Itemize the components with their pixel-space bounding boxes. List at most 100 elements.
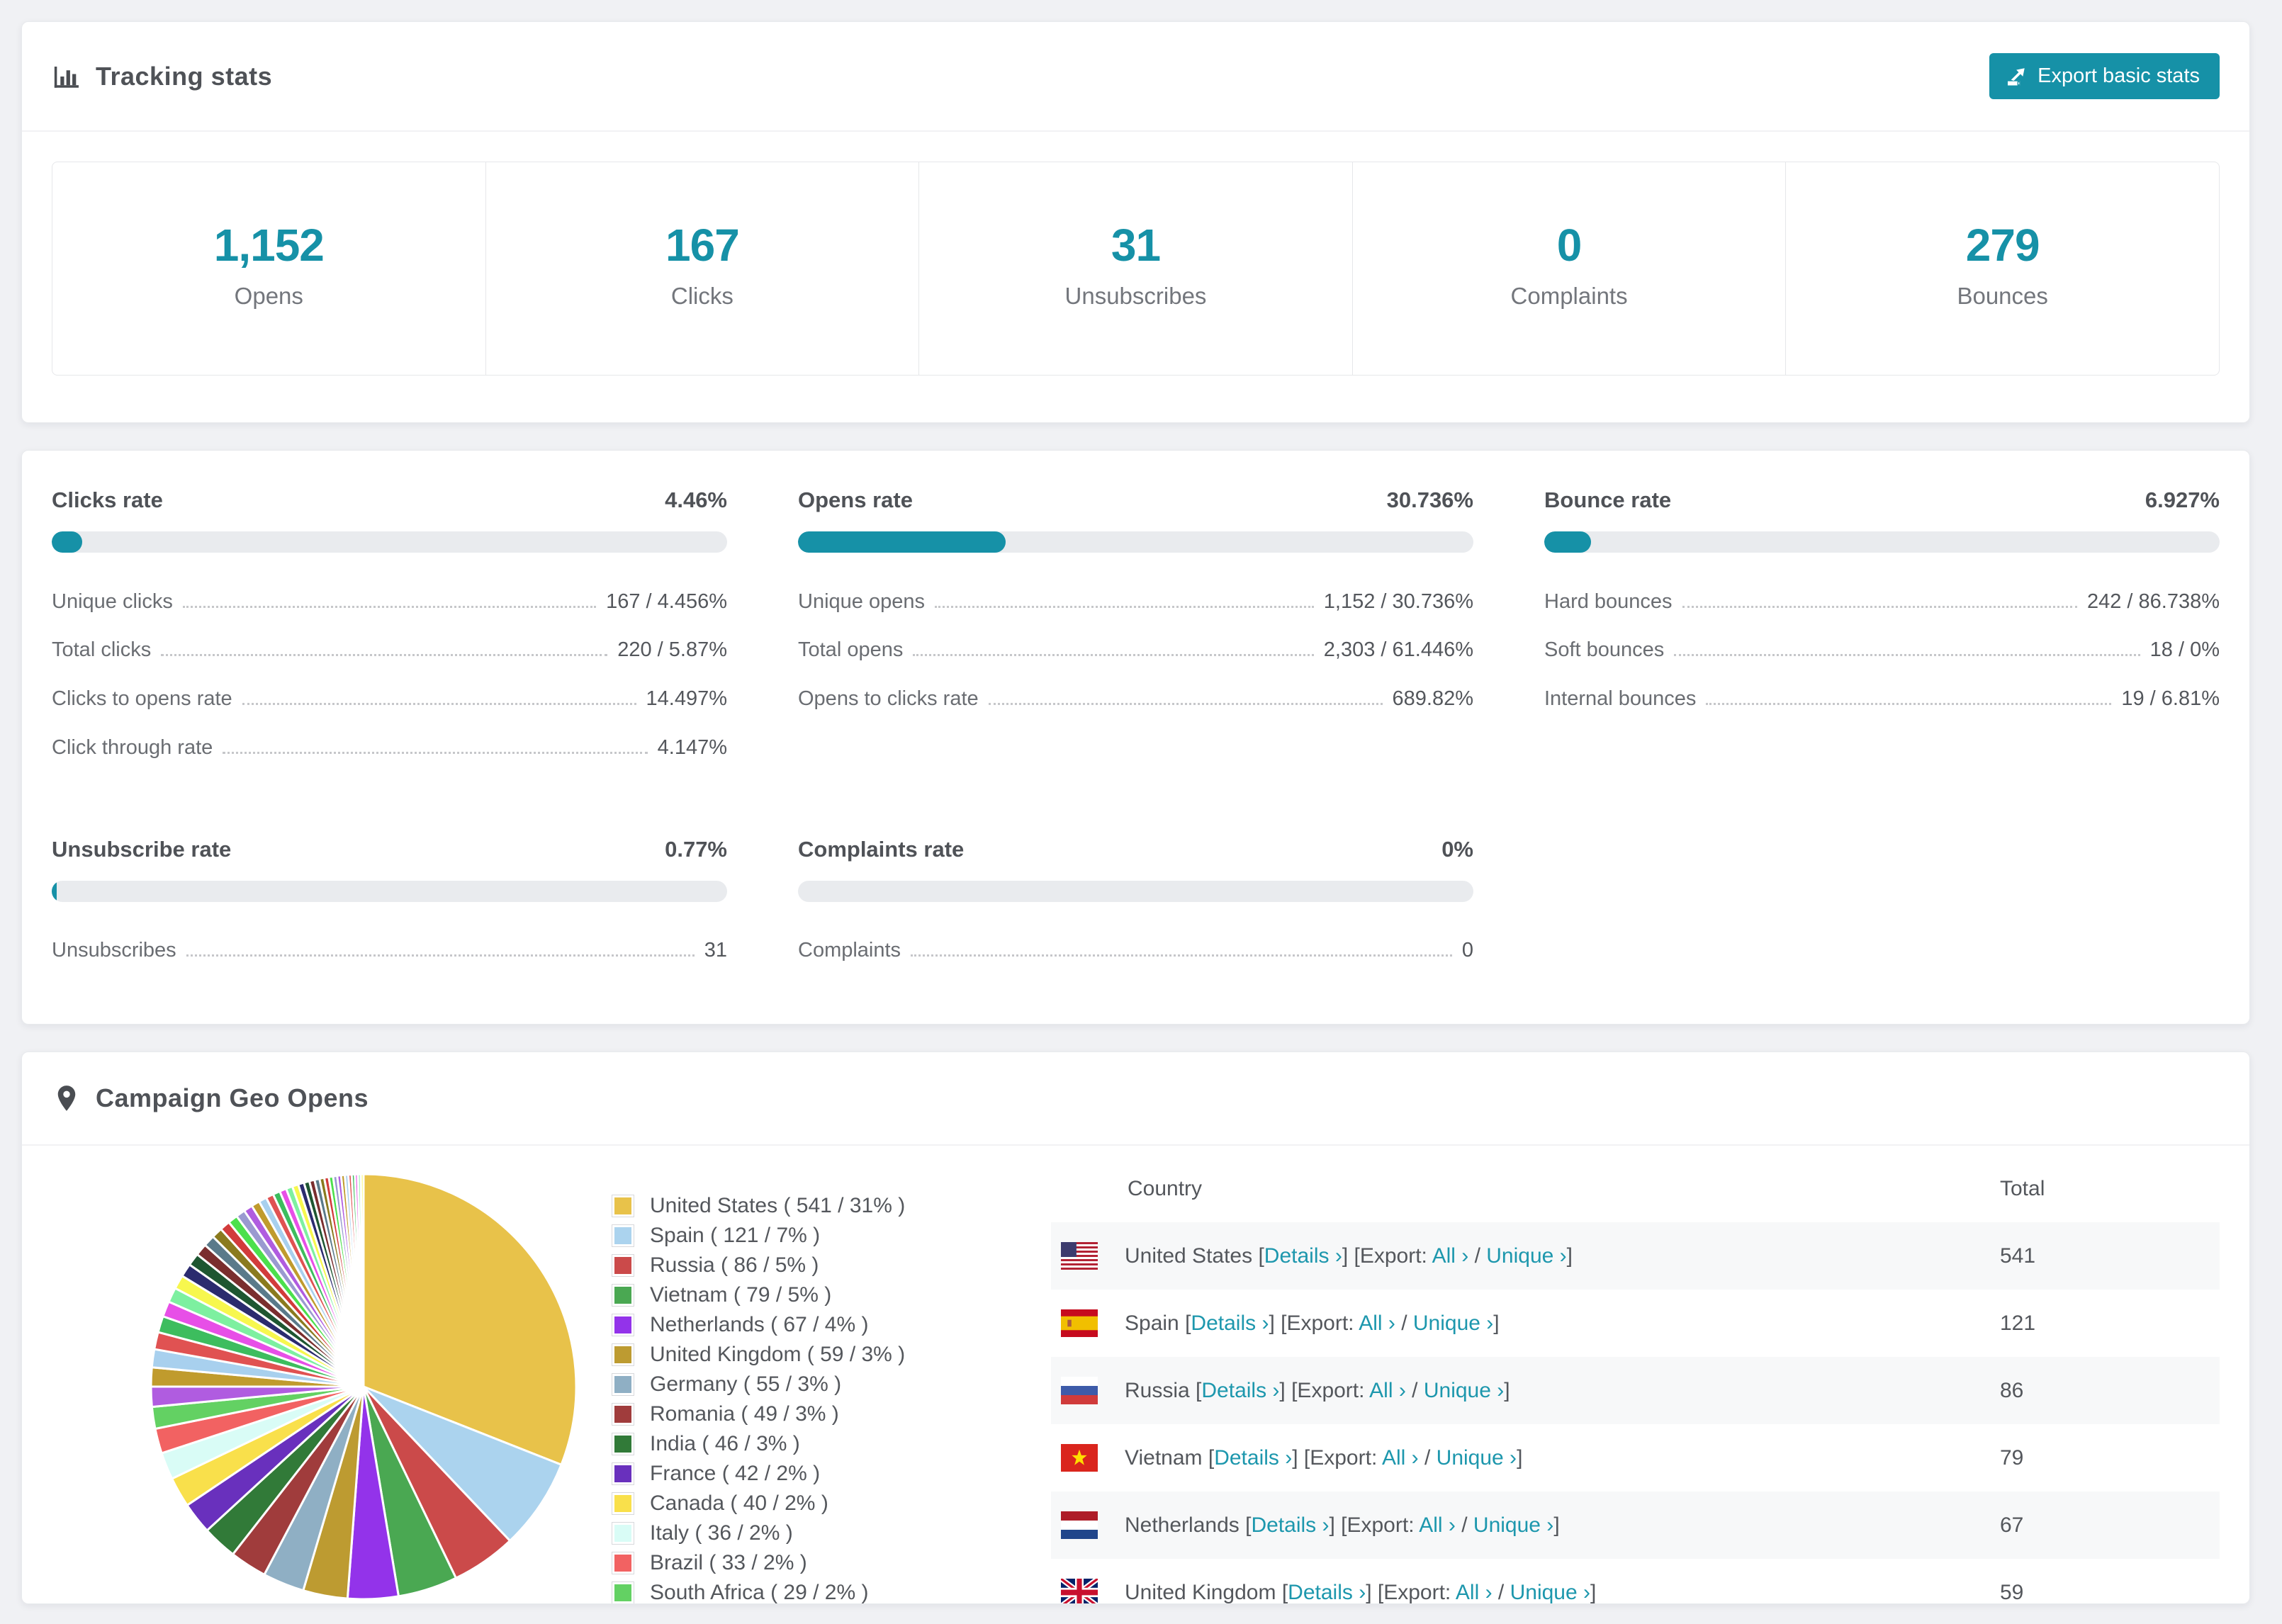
rate-value: 0.77% [665, 836, 727, 862]
legend-swatch [612, 1284, 634, 1307]
dotted-leader [223, 735, 648, 754]
legend-label: Netherlands ( 67 / 4% ) [650, 1313, 869, 1337]
details-link[interactable]: Details › [1264, 1244, 1342, 1268]
legend-swatch [612, 1581, 634, 1604]
rate-detail-label: Complaints [798, 939, 901, 962]
legend-label: Spain ( 121 / 7% ) [650, 1224, 821, 1248]
map-pin-icon [57, 1086, 76, 1112]
export-unique-link[interactable]: Unique › [1486, 1244, 1567, 1268]
legend-item: Germany ( 55 / 3% ) [612, 1370, 1044, 1399]
pie-legend: United States ( 541 / 31% ) Spain ( 121 … [612, 1191, 1044, 1604]
stat-value: 167 [665, 220, 740, 271]
legend-swatch [612, 1433, 634, 1456]
legend-label: France ( 42 / 2% ) [650, 1462, 821, 1486]
details-link[interactable]: Details › [1191, 1311, 1269, 1335]
stat-box: 0 Complaints [1353, 162, 1787, 375]
rate-block: Unsubscribe rate 0.77% Unsubscribes 31 [52, 837, 727, 975]
rate-block: Bounce rate 6.927% Hard bounces 242 / 86… [1544, 487, 2220, 772]
link-slash: / [1492, 1580, 1510, 1604]
details-link[interactable]: Details › [1288, 1580, 1366, 1604]
country-flag-icon [1061, 1444, 1098, 1472]
legend-item: India ( 46 / 3% ) [612, 1429, 1044, 1459]
details-link[interactable]: Details › [1251, 1513, 1330, 1537]
rate-title: Clicks rate [52, 487, 163, 512]
country-name: Spain [1125, 1311, 1179, 1335]
rate-value: 30.736% [1386, 487, 1473, 512]
legend-swatch [612, 1343, 634, 1367]
legend-swatch [612, 1552, 634, 1575]
export-all-link[interactable]: All › [1455, 1580, 1493, 1604]
link-slash: / [1395, 1311, 1413, 1335]
dotted-leader [1682, 589, 2077, 608]
rate-detail-value: 220 / 5.87% [617, 638, 727, 662]
geo-opens-pie-chart [150, 1173, 578, 1601]
rate-detail-value: 2,303 / 61.446% [1323, 638, 1473, 662]
country-total: 59 [2000, 1580, 2024, 1604]
export-all-link[interactable]: All › [1369, 1378, 1406, 1402]
rate-detail-label: Click through rate [52, 735, 213, 759]
stat-box: 31 Unsubscribes [919, 162, 1353, 375]
country-total: 79 [2000, 1445, 2024, 1470]
link-slash: / [1405, 1378, 1424, 1402]
legend-label: United States ( 541 / 31% ) [650, 1194, 906, 1218]
rate-detail-row: Unique opens 1,152 / 30.736% [798, 577, 1473, 626]
table-row: United Kingdom [Details ›] [Export: All … [1051, 1559, 2220, 1604]
legend-item: Russia ( 86 / 5% ) [612, 1251, 1044, 1280]
rate-detail-value: 4.147% [657, 735, 727, 759]
geo-opens-title: Campaign Geo Opens [96, 1083, 369, 1113]
export-unique-link[interactable]: Unique › [1423, 1378, 1505, 1402]
legend-label: India ( 46 / 3% ) [650, 1432, 800, 1456]
rate-block: Opens rate 30.736% Unique opens 1,152 / … [798, 487, 1473, 772]
export-basic-stats-button[interactable]: Export basic stats [1989, 53, 2220, 99]
dotted-leader [988, 686, 1383, 706]
legend-label: Romania ( 49 / 3% ) [650, 1402, 839, 1426]
legend-item: Canada ( 40 / 2% ) [612, 1489, 1044, 1518]
rate-detail-label: Unique opens [798, 590, 925, 613]
rate-detail-row: Hard bounces 242 / 86.738% [1544, 577, 2220, 626]
export-unique-link[interactable]: Unique › [1436, 1445, 1517, 1470]
column-header-country: Country [1128, 1177, 1203, 1201]
legend-item: Italy ( 36 / 2% ) [612, 1518, 1044, 1548]
legend-item: Brazil ( 33 / 2% ) [612, 1548, 1044, 1578]
rate-progress-bar [52, 880, 727, 902]
export-all-link[interactable]: All › [1432, 1244, 1469, 1268]
stat-value: 1,152 [213, 220, 325, 271]
export-unique-link[interactable]: Unique › [1412, 1311, 1494, 1335]
rate-progress-bar [798, 880, 1473, 902]
rate-detail-value: 14.497% [646, 687, 728, 711]
legend-swatch [612, 1462, 634, 1486]
stat-value: 0 [1556, 220, 1583, 271]
legend-item: Romania ( 49 / 3% ) [612, 1399, 1044, 1429]
rates-grid: Clicks rate 4.46% Unique clicks 167 / 4.… [22, 451, 2249, 1024]
rate-detail-label: Total opens [798, 638, 904, 662]
details-link[interactable]: Details › [1214, 1445, 1293, 1470]
stat-value: 31 [1111, 220, 1161, 271]
stat-box: 279 Bounces [1786, 162, 2219, 375]
legend-item: France ( 42 / 2% ) [612, 1459, 1044, 1489]
export-all-link[interactable]: All › [1381, 1445, 1419, 1470]
stat-label: Unsubscribes [1064, 283, 1207, 309]
rate-detail-label: Hard bounces [1544, 590, 1673, 613]
export-all-link[interactable]: All › [1419, 1513, 1456, 1537]
country-total: 67 [2000, 1513, 2024, 1537]
rate-detail-row: Total opens 2,303 / 61.446% [798, 626, 1473, 675]
country-name: Netherlands [1125, 1513, 1240, 1537]
rate-detail-row: Opens to clicks rate 689.82% [798, 674, 1473, 723]
stat-value: 279 [1965, 220, 2040, 271]
rate-detail-value: 19 / 6.81% [2121, 687, 2220, 711]
legend-swatch [612, 1522, 634, 1545]
export-unique-link[interactable]: Unique › [1473, 1513, 1554, 1537]
legend-item: Vietnam ( 79 / 5% ) [612, 1280, 1044, 1310]
rate-value: 6.927% [2145, 487, 2220, 512]
details-link[interactable]: Details › [1201, 1378, 1280, 1402]
rate-progress-fill [798, 531, 1006, 553]
export-prefix: [Export: [1377, 1580, 1451, 1604]
country-name: United States [1125, 1244, 1253, 1268]
export-icon [2008, 67, 2025, 86]
export-unique-link[interactable]: Unique › [1510, 1580, 1591, 1604]
export-all-link[interactable]: All › [1359, 1311, 1395, 1335]
legend-swatch [612, 1314, 634, 1337]
geo-opens-body: United States ( 541 / 31% ) Spain ( 121 … [22, 1146, 2249, 1604]
country-flag-icon [1061, 1579, 1098, 1604]
rate-detail-row: Total clicks 220 / 5.87% [52, 626, 727, 675]
